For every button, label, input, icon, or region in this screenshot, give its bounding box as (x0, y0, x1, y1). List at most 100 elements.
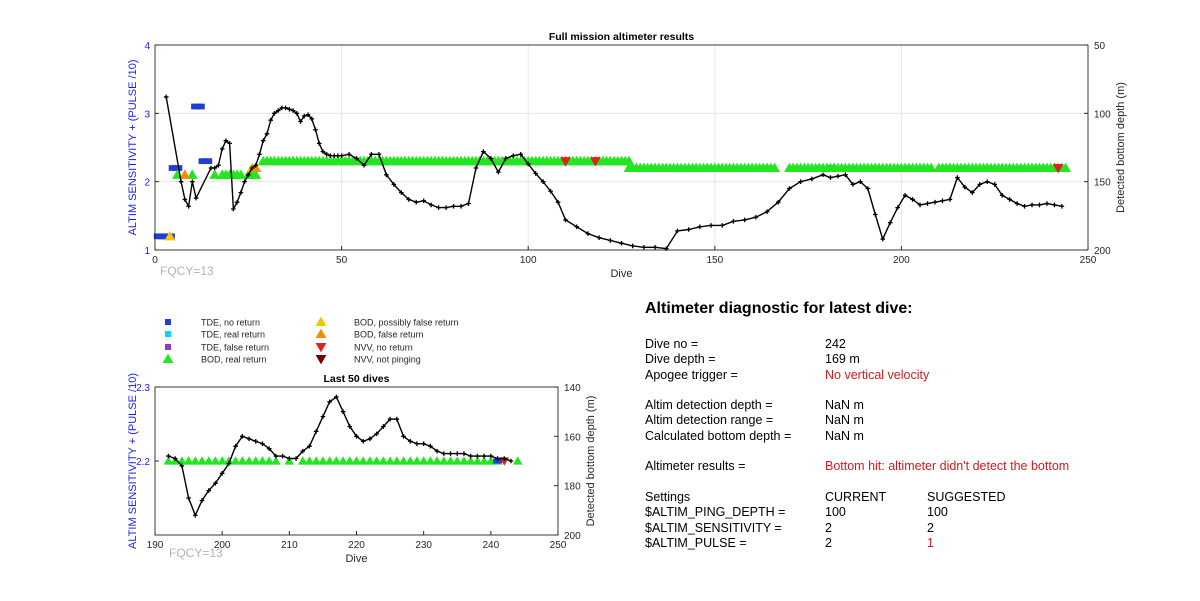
depth-point (503, 156, 509, 161)
legend-swatch (165, 319, 171, 325)
depth-point (179, 463, 185, 469)
depth-point (313, 127, 318, 133)
depth-point (1014, 201, 1020, 206)
marker (172, 165, 183, 171)
marker (203, 456, 214, 465)
diagnostic-row-altim-detection-depth: Altim detection depth = NaN m (645, 398, 1185, 413)
label-calculated-bottom-depth: Calculated bottom depth = (645, 428, 792, 443)
current-header: CURRENT (825, 489, 887, 504)
x-tick-label: 250 (550, 540, 567, 551)
legend-item-nvv-no-return: NVV, no return (315, 343, 413, 353)
depth-point (925, 201, 930, 206)
depth-point (1037, 202, 1042, 208)
depth-point (212, 165, 218, 171)
label-dive-no: Dive no = (645, 337, 699, 351)
value-altimeter-results: Bottom hit: altimeter didn't detect the … (825, 459, 1070, 474)
depth-point (686, 227, 691, 232)
depth-point (199, 498, 205, 503)
depth-point (525, 161, 531, 167)
depth-point (381, 424, 386, 429)
depth-point (434, 448, 440, 454)
depth-point (932, 199, 938, 205)
diagnostic-row-dive-no: Dive no = 242 (645, 337, 1185, 352)
setting-row-sensitivity: $ALTIM_SENSITIVITY = 2 2 (645, 521, 1185, 536)
depth-point (320, 149, 326, 154)
marker (589, 157, 601, 167)
depth-point (387, 416, 393, 422)
y-right-axis-label: Detected bottom depth (m) (1115, 82, 1127, 213)
marker (412, 456, 422, 465)
depth-point (384, 172, 389, 178)
depth-point (473, 165, 479, 171)
depth-point (231, 206, 236, 212)
depth-point (910, 197, 915, 202)
marker (164, 230, 176, 241)
diagnostic-title: Altimeter diagnostic for latest dive: (645, 300, 913, 317)
depth-point (238, 190, 244, 195)
depth-point (468, 453, 473, 459)
x-tick-label: 210 (281, 540, 298, 551)
marker (179, 169, 191, 179)
y-right-tick-label: 200 (1094, 246, 1111, 257)
depth-point (496, 169, 501, 175)
marker (190, 456, 201, 465)
depth-point (313, 429, 319, 434)
depth-point (984, 179, 990, 184)
depth-point (307, 443, 312, 449)
depth-point (340, 409, 346, 414)
y-left-tick-label: 1 (144, 246, 150, 257)
marker (439, 456, 449, 465)
depth-point (346, 152, 352, 157)
depth-point (287, 106, 292, 112)
marker (385, 456, 395, 465)
depth-point (305, 112, 311, 117)
depth-point (488, 453, 494, 459)
setting-suggested-sensitivity: 2 (927, 520, 934, 535)
depth-point (193, 512, 198, 518)
depth-point (1044, 201, 1050, 206)
depth-point (501, 456, 507, 461)
marker (472, 456, 483, 465)
depth-point (354, 434, 359, 439)
depth-point (300, 448, 306, 454)
depth-point (999, 193, 1005, 198)
depth-point (347, 424, 353, 429)
depth-point (675, 228, 680, 234)
depth-point (186, 495, 191, 501)
depth-point (508, 458, 514, 464)
depth-point (376, 152, 382, 157)
depth-point (246, 172, 251, 178)
depth-point (962, 184, 968, 190)
series-bod-real-return (171, 155, 1072, 179)
depth-point (391, 182, 397, 187)
depth-point (872, 212, 878, 217)
depth-point (428, 202, 434, 208)
marker (351, 456, 362, 465)
depth-point (518, 152, 524, 157)
marker (769, 162, 780, 173)
marker (392, 456, 402, 465)
marker (210, 456, 221, 465)
depth-point (234, 199, 240, 205)
depth-point (316, 141, 322, 146)
marker (297, 456, 308, 465)
depth-point (421, 198, 427, 204)
setting-suggested-pulse: 1 (927, 535, 934, 550)
x-tick-label: 150 (706, 255, 723, 266)
value-altim-detection-depth: NaN m (825, 398, 864, 413)
depth-point (266, 446, 272, 451)
marker (183, 456, 194, 465)
depth-point (275, 108, 281, 113)
depth-point (178, 179, 184, 184)
depth-point (298, 119, 303, 124)
depth-point (596, 235, 602, 240)
marker (331, 456, 342, 465)
depth-point (895, 205, 900, 210)
legend-label: TDE, no return (201, 318, 260, 328)
depth-point (865, 186, 871, 191)
depth-point (608, 238, 613, 243)
depth-point (406, 197, 412, 202)
marker (244, 456, 254, 465)
depth-point (858, 179, 863, 184)
